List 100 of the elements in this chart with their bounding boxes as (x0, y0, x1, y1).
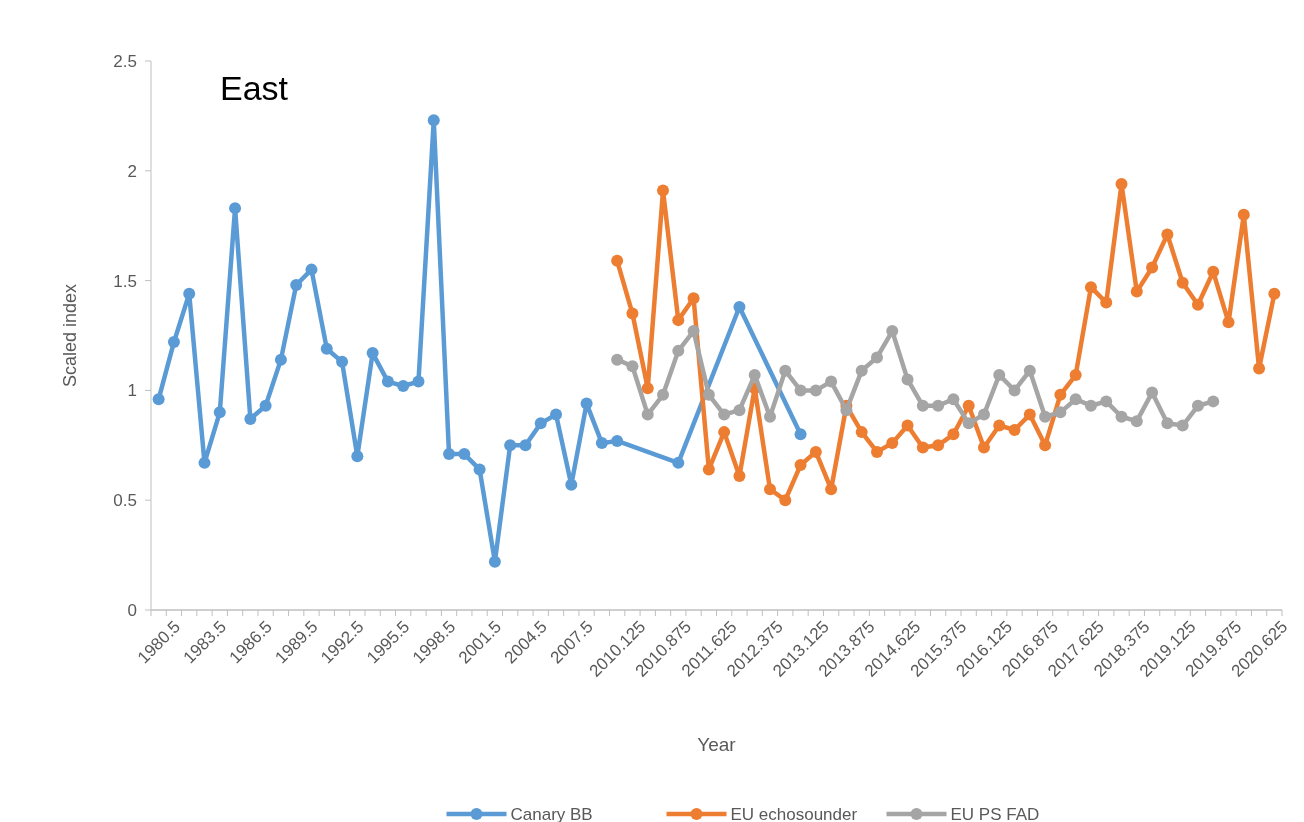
point (916, 441, 929, 454)
point (657, 388, 670, 401)
point (504, 439, 517, 452)
point (152, 393, 165, 406)
point (1253, 362, 1266, 375)
y-tick-label: 0 (127, 600, 137, 620)
point (809, 445, 822, 458)
point (550, 408, 563, 421)
point (1207, 265, 1220, 278)
point (1023, 364, 1036, 377)
point (657, 184, 670, 197)
point (916, 399, 929, 412)
point (1084, 399, 1097, 412)
point (1039, 439, 1052, 452)
point (702, 463, 715, 476)
point (167, 336, 180, 349)
point (809, 384, 822, 397)
legend-label: EU PS FAD (950, 804, 1040, 822)
point (672, 456, 685, 469)
point (962, 417, 975, 430)
point (213, 406, 226, 419)
point (794, 384, 807, 397)
point (244, 412, 257, 425)
point (366, 347, 379, 360)
point (886, 437, 899, 450)
point (870, 445, 883, 458)
point (305, 263, 318, 276)
point (870, 351, 883, 364)
point (1008, 423, 1021, 436)
point (794, 428, 807, 441)
point (718, 408, 731, 421)
point (733, 404, 746, 417)
point (1039, 410, 1052, 423)
point (733, 300, 746, 313)
point (458, 448, 471, 461)
point (1054, 388, 1067, 401)
point (565, 478, 578, 491)
point (1069, 369, 1082, 382)
point (641, 408, 654, 421)
point (763, 483, 776, 496)
point (320, 342, 333, 355)
point (397, 380, 410, 393)
point (1237, 208, 1250, 221)
y-tick-label: 0.5 (113, 491, 137, 511)
point (1023, 408, 1036, 421)
point (855, 364, 868, 377)
point (1130, 415, 1143, 428)
point (1222, 316, 1235, 329)
point (1054, 406, 1067, 419)
point (1207, 395, 1220, 408)
point (259, 399, 272, 412)
point (1176, 419, 1189, 432)
point (1115, 410, 1128, 423)
point (229, 202, 242, 215)
point (274, 353, 287, 366)
point (1130, 285, 1143, 298)
point (473, 463, 486, 476)
y-tick-label: 2 (127, 161, 137, 181)
point (412, 375, 425, 388)
point (351, 450, 364, 463)
point (779, 364, 792, 377)
point (427, 114, 440, 127)
point (1268, 287, 1281, 300)
point (183, 287, 196, 300)
point (855, 426, 868, 439)
point (336, 355, 349, 368)
point (595, 437, 608, 450)
point (993, 419, 1006, 432)
point (1146, 261, 1159, 274)
point (488, 555, 501, 568)
point (534, 417, 547, 430)
y-tick-label: 1 (127, 381, 137, 401)
point (962, 399, 975, 412)
point (901, 419, 914, 432)
point (825, 375, 838, 388)
point (947, 393, 960, 406)
point (1161, 417, 1174, 430)
point (1100, 395, 1113, 408)
point (1100, 296, 1113, 309)
point (1146, 386, 1159, 399)
y-axis-title: Scaled index (60, 283, 80, 388)
point (1084, 281, 1097, 294)
y-tick-label: 2.5 (113, 51, 137, 71)
point (519, 439, 532, 452)
point (443, 448, 456, 461)
point (1008, 384, 1021, 397)
point (932, 439, 945, 452)
legend-label: EU echosounder (730, 804, 858, 822)
point (1191, 399, 1204, 412)
point (641, 382, 654, 395)
point (702, 388, 715, 401)
point (611, 434, 624, 447)
x-axis-title: Year (697, 734, 737, 755)
point (611, 254, 624, 267)
point (733, 470, 746, 483)
point (626, 307, 639, 320)
point (290, 278, 303, 291)
point (932, 399, 945, 412)
point (947, 428, 960, 441)
point (672, 344, 685, 357)
